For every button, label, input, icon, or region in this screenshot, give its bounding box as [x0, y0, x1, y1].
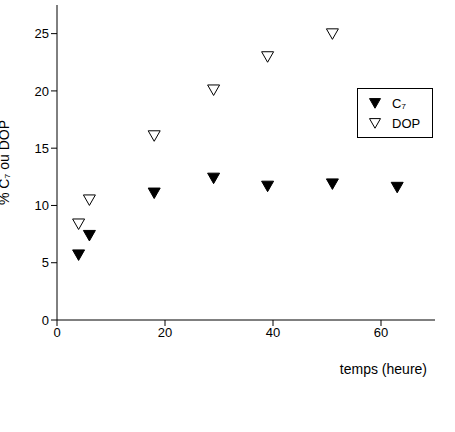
- svg-text:15: 15: [35, 141, 49, 156]
- svg-text:temps (heure): temps (heure): [340, 361, 427, 377]
- svg-text:0: 0: [42, 313, 49, 328]
- svg-text:5: 5: [42, 255, 49, 270]
- svg-text:40: 40: [266, 325, 280, 340]
- svg-text:60: 60: [374, 325, 388, 340]
- svg-text:20: 20: [158, 325, 172, 340]
- svg-text:% C₇ ou DOP: % C₇ ou DOP: [8, 120, 12, 205]
- html-text:DOP: DOP: [392, 115, 421, 131]
- svg-text:0: 0: [53, 325, 60, 340]
- svg-text:10: 10: [35, 198, 49, 213]
- svg-text:20: 20: [35, 84, 49, 99]
- svg-text:25: 25: [35, 26, 49, 41]
- html-text:C₇: C₇: [392, 95, 406, 111]
